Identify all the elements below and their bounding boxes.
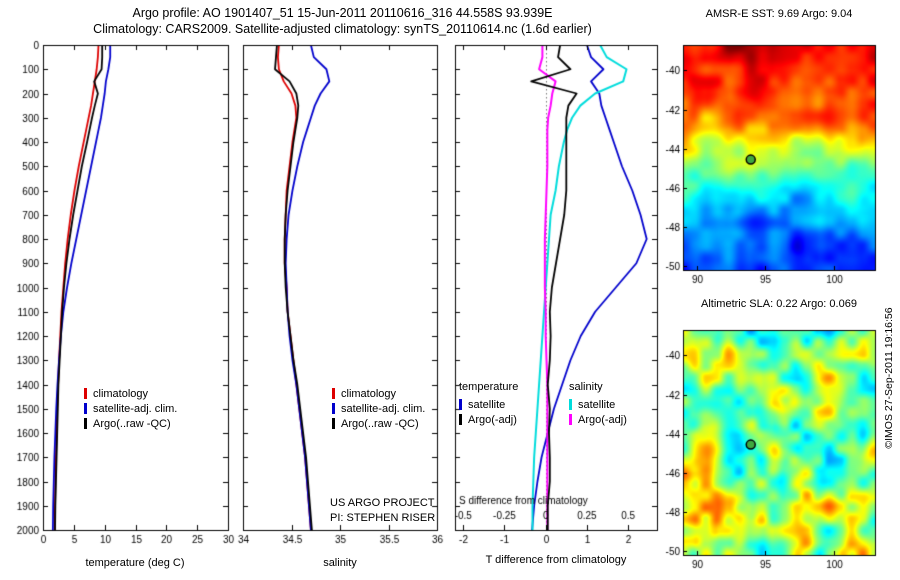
project-line2: PI: STEPHEN RISER <box>330 512 436 524</box>
legend-label-t-satellite: satellite <box>468 398 506 411</box>
legend-item-t-argo-adj: Argo(-adj) <box>459 412 518 427</box>
s-argo-adj-line-swatch <box>569 414 572 425</box>
sst-map-title: AMSR-E SST: 9.69 Argo: 9.04 <box>705 8 853 20</box>
legend-label-argo-raw: Argo(..raw -QC) <box>93 417 171 430</box>
sla-map-title: Altimetric SLA: 0.22 Argo: 0.069 <box>701 298 857 310</box>
legend-label-s-argo-adj: Argo(-adj) <box>578 413 627 426</box>
figure-title-line1: Argo profile: AO 1901407_51 15-Jun-2011 … <box>132 6 553 20</box>
legend-item-s-satellite: satellite <box>569 397 627 412</box>
satellite-clim-line-swatch <box>84 403 87 414</box>
temperature-axis-label: temperature (deg C) <box>85 557 185 569</box>
difference-legend-temperature-header: temperature <box>459 381 519 393</box>
project-line1: US ARGO PROJECT <box>330 497 435 509</box>
legend-label-s-satellite: satellite <box>578 398 616 411</box>
legend-item-climatology: climatology <box>332 386 425 401</box>
legend-item-satellite-clim: satellite-adj. clim. <box>332 401 425 416</box>
legend-item-argo-raw: Argo(..raw -QC) <box>332 416 425 431</box>
s-satellite-line-swatch <box>569 399 572 410</box>
difference-legend-temperature-column: temperature satellite Argo(-adj) <box>459 381 518 427</box>
legend-label-t-argo-adj: Argo(-adj) <box>468 413 517 426</box>
difference-legend-salinity-column: salinity satellite Argo(-adj) <box>569 381 627 427</box>
difference-legend-salinity-header: salinity <box>569 381 603 393</box>
legend-label-climatology: climatology <box>93 387 149 400</box>
salinity-panel-legend: climatology satellite-adj. clim. Argo(..… <box>332 386 425 431</box>
t-satellite-line-swatch <box>459 399 462 410</box>
imos-watermark: ©IMOS 27-Sep-2011 19:16:56 <box>883 307 895 449</box>
climatology-line-swatch <box>332 388 335 399</box>
satellite-clim-line-swatch <box>332 403 335 414</box>
project-annotation: US ARGO PROJECT PI: STEPHEN RISER <box>330 496 435 526</box>
climatology-line-swatch <box>84 388 87 399</box>
legend-item-t-satellite: satellite <box>459 397 518 412</box>
legend-item-s-argo-adj: Argo(-adj) <box>569 412 627 427</box>
argo-raw-line-swatch <box>84 418 87 429</box>
argo-raw-line-swatch <box>332 418 335 429</box>
legend-item-satellite-clim: satellite-adj. clim. <box>84 401 177 416</box>
temperature-panel-legend: climatology satellite-adj. clim. Argo(..… <box>84 386 177 431</box>
legend-label-satellite-clim: satellite-adj. clim. <box>93 402 178 415</box>
legend-item-argo-raw: Argo(..raw -QC) <box>84 416 177 431</box>
legend-item-climatology: climatology <box>84 386 177 401</box>
legend-label-climatology: climatology <box>341 387 397 400</box>
t-difference-axis-label: T difference from climatology <box>485 554 627 566</box>
legend-label-argo-raw: Argo(..raw -QC) <box>341 417 419 430</box>
salinity-axis-label: salinity <box>323 557 357 569</box>
legend-label-satellite-clim: satellite-adj. clim. <box>341 402 426 415</box>
figure-title-line2: Climatology: CARS2009. Satellite-adjuste… <box>93 22 592 36</box>
t-argo-adj-line-swatch <box>459 414 462 425</box>
